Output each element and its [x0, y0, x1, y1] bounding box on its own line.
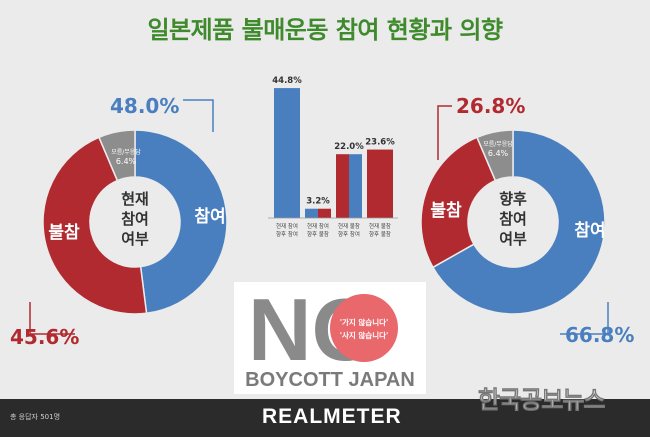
- leader-left-participate: [183, 99, 214, 132]
- donut-center-label: 현재: [121, 190, 149, 208]
- bar-3-right: [380, 149, 393, 218]
- bar-1-value: 3.2%: [306, 197, 330, 207]
- value-label-participate: 66.8%: [565, 323, 634, 347]
- bar-2-left: [336, 154, 349, 218]
- bar-0-label-2: 향후 참여: [276, 230, 298, 238]
- slice-label-non-participate: 불참: [48, 222, 80, 243]
- leader-left-non: [29, 302, 75, 335]
- donut-center-label: 향후: [499, 190, 527, 208]
- bar-3-left: [367, 149, 380, 218]
- bar-3-label-2: 향후 불참: [369, 230, 391, 238]
- bar-1-right: [318, 208, 331, 218]
- bar-1-left: [305, 208, 318, 218]
- bar-0-left: [274, 88, 287, 218]
- donut-center-label: 참여: [499, 210, 527, 228]
- no-circle-text-1: '가지 않습니다': [340, 317, 389, 327]
- donut-center-label: 여부: [121, 230, 149, 248]
- slice-value-unknown: 6.4%: [116, 157, 137, 166]
- leader-right-participate: [560, 302, 609, 335]
- value-label-non-participate: 26.8%: [456, 94, 525, 118]
- bar-3-value: 23.6%: [365, 138, 395, 148]
- bar-0-right: [287, 88, 300, 218]
- slice-label-participate: 참여: [194, 206, 225, 227]
- bar-2-value: 22.0%: [334, 142, 364, 152]
- brand-logo: REALMETER: [262, 405, 402, 428]
- no-circle-text-2: '사지 않습니다': [340, 330, 389, 340]
- watermark: 한국공보뉴스: [478, 386, 606, 415]
- leader-right-non: [437, 105, 452, 160]
- bar-2-label-2: 향후 참여: [338, 230, 360, 238]
- boycott-graphic: NO '가지 않습니다' '사지 않습니다' BOYCOTT JAPAN: [234, 280, 426, 394]
- chart-title: 일본제품 불매운동 참여 현황과 의향: [147, 16, 503, 44]
- donut-center-label: 여부: [499, 230, 527, 248]
- slice-label-unknown: 모름/무응답: [483, 141, 513, 148]
- donut-center: [90, 177, 180, 267]
- slice-value-unknown: 6.4%: [488, 149, 509, 158]
- bar-2-label-1: 현재 불참: [338, 222, 360, 230]
- bar-2-right: [349, 154, 362, 218]
- slice-label-unknown: 모름/무응답: [111, 149, 141, 156]
- bar-1-label-1: 현재 참여: [307, 222, 329, 230]
- value-label-participate: 48.0%: [110, 94, 179, 118]
- no-circle: [330, 294, 398, 362]
- footer-bar: [0, 399, 650, 437]
- leader-lines: [29, 99, 609, 335]
- bar-0-value: 44.8%: [272, 76, 302, 86]
- donut-center: [468, 177, 558, 267]
- bar-0-label-1: 현재 참여: [276, 222, 298, 230]
- donut-center-label: 참여: [121, 210, 149, 228]
- slice-label-non-participate: 불참: [430, 200, 462, 221]
- boycott-caption: BOYCOTT JAPAN: [245, 369, 415, 391]
- slice-label-participate: 참여: [574, 220, 605, 241]
- bar-3-label-1: 현재 불참: [369, 222, 391, 230]
- respondent-note: 총 응답자 501명: [10, 413, 61, 421]
- value-label-non-participate: 45.6%: [10, 325, 79, 349]
- bar-1-label-2: 향후 불참: [307, 230, 329, 238]
